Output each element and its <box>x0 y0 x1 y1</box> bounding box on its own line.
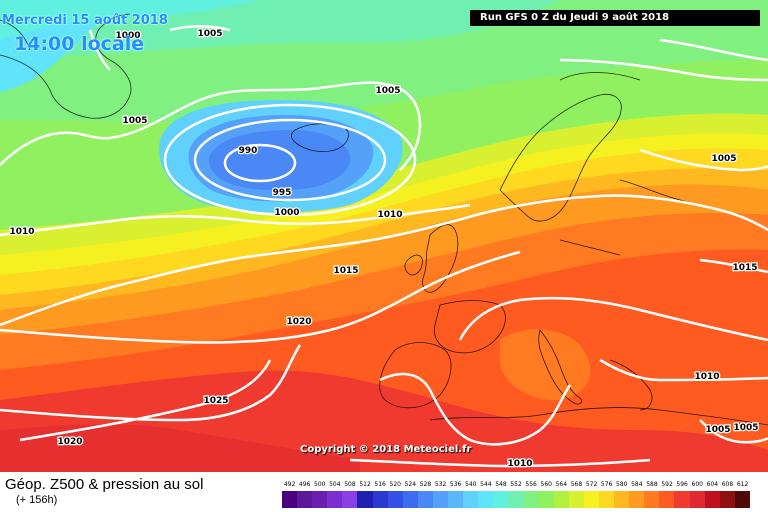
scale-swatch <box>493 491 509 508</box>
scale-swatch <box>372 491 388 508</box>
scale-swatch <box>553 491 569 508</box>
isobar-label: 1015 <box>333 266 358 276</box>
scale-swatch <box>674 491 690 508</box>
isobar-label: 1000 <box>115 31 140 41</box>
scale-tick: 572 <box>585 481 598 488</box>
scale-swatch <box>614 491 630 508</box>
scale-swatch <box>508 491 524 508</box>
isobar-label: 1010 <box>694 372 719 382</box>
scale-tick: 520 <box>389 481 401 488</box>
scale-tick: 532 <box>434 481 447 488</box>
color-scale-swatches <box>282 491 750 508</box>
isobar-label: 1025 <box>203 396 228 406</box>
color-scale: 492 496 500 504 508 512 516 520 524 528 532 536 540 5… <box>282 481 752 509</box>
isobar-label: 995 <box>273 188 292 198</box>
isobar-label: 1020 <box>286 317 311 327</box>
scale-tick: 560 <box>540 481 552 488</box>
scale-swatch <box>538 491 554 508</box>
legend-title: Géop. Z500 & pression au sol <box>5 476 204 493</box>
geopotential-bands <box>0 0 768 472</box>
scale-swatch <box>448 491 464 508</box>
scale-tick: 552 <box>510 481 522 488</box>
low-pressure-isobars <box>163 103 417 217</box>
scale-swatch <box>523 491 539 508</box>
scale-swatch <box>342 491 358 508</box>
scale-tick: 608 <box>721 481 734 488</box>
scale-swatch <box>598 491 615 508</box>
scale-tick: 556 <box>525 481 537 488</box>
scale-tick: 496 <box>298 481 311 488</box>
isobar-label: 1005 <box>197 29 222 39</box>
scale-tick: 544 <box>480 481 492 488</box>
scale-tick: 540 <box>465 481 477 488</box>
scale-tick: 604 <box>706 481 719 488</box>
scale-swatch <box>357 491 373 508</box>
scale-swatch <box>478 491 494 508</box>
scale-tick: 524 <box>404 481 417 488</box>
scale-swatch <box>719 491 735 508</box>
isobar-label: 1005 <box>733 423 758 433</box>
scale-swatch <box>312 491 328 508</box>
scale-swatch <box>387 491 403 508</box>
scale-tick: 588 <box>646 481 658 488</box>
scale-tick: 580 <box>616 481 628 488</box>
legend-subtitle: (+ 156h) <box>16 494 58 506</box>
scale-swatch <box>417 491 433 508</box>
isobar-label: 1010 <box>507 459 532 469</box>
scale-swatch <box>583 491 599 508</box>
scale-tick: 584 <box>631 481 643 488</box>
scale-tick: 596 <box>676 481 688 488</box>
scale-swatch <box>282 491 298 508</box>
scale-swatch <box>327 491 343 508</box>
scale-tick: 528 <box>419 481 432 488</box>
scale-tick: 508 <box>344 481 356 488</box>
isobar-label: 1005 <box>705 425 730 435</box>
scale-tick: 576 <box>600 481 613 488</box>
scale-tick: 492 <box>283 481 296 488</box>
scale-swatch <box>659 491 675 508</box>
scale-tick: 516 <box>374 481 386 488</box>
scale-swatch <box>734 491 750 508</box>
isobar-label: 1005 <box>711 154 736 164</box>
isobars <box>0 25 768 468</box>
scale-swatch <box>629 491 645 508</box>
isobar-label: 1005 <box>375 86 400 96</box>
isobar-label: 990 <box>239 146 258 156</box>
isobar-label: 1020 <box>57 437 82 447</box>
scale-swatch <box>432 491 449 508</box>
isobar-label: 1005 <box>122 116 147 126</box>
isobar-label: 1015 <box>732 263 757 273</box>
scale-tick: 568 <box>570 481 583 488</box>
isobar-label: 1010 <box>9 227 34 237</box>
scale-swatch <box>689 491 705 508</box>
scale-swatch <box>644 491 660 508</box>
scale-swatch <box>297 491 313 508</box>
scale-tick: 536 <box>449 481 462 488</box>
scale-tick: 548 <box>495 481 507 488</box>
scale-swatch <box>402 491 418 508</box>
scale-tick: 600 <box>691 481 703 488</box>
scale-tick: 504 <box>329 481 341 488</box>
isobar-label: 1000 <box>274 208 299 218</box>
local-time: 14:00 locale <box>14 33 145 55</box>
scale-swatch <box>568 491 584 508</box>
scale-tick: 592 <box>661 481 673 488</box>
scale-tick: 500 <box>314 481 326 488</box>
scale-swatch <box>704 491 720 508</box>
scale-tick: 612 <box>736 481 749 488</box>
scale-tick: 564 <box>555 481 568 488</box>
run-info: Run GFS 0 Z du Jeudi 9 août 2018 <box>470 10 760 26</box>
copyright: Copyright © 2018 Meteociel.fr <box>300 444 472 455</box>
isobar-label: 1010 <box>377 210 402 220</box>
legend-footer: Géop. Z500 & pression au sol (+ 156h) 49… <box>0 472 768 512</box>
valid-date: Mercredi 15 août 2018 <box>2 13 168 28</box>
scale-swatch <box>463 491 479 508</box>
scale-tick: 512 <box>359 481 371 488</box>
